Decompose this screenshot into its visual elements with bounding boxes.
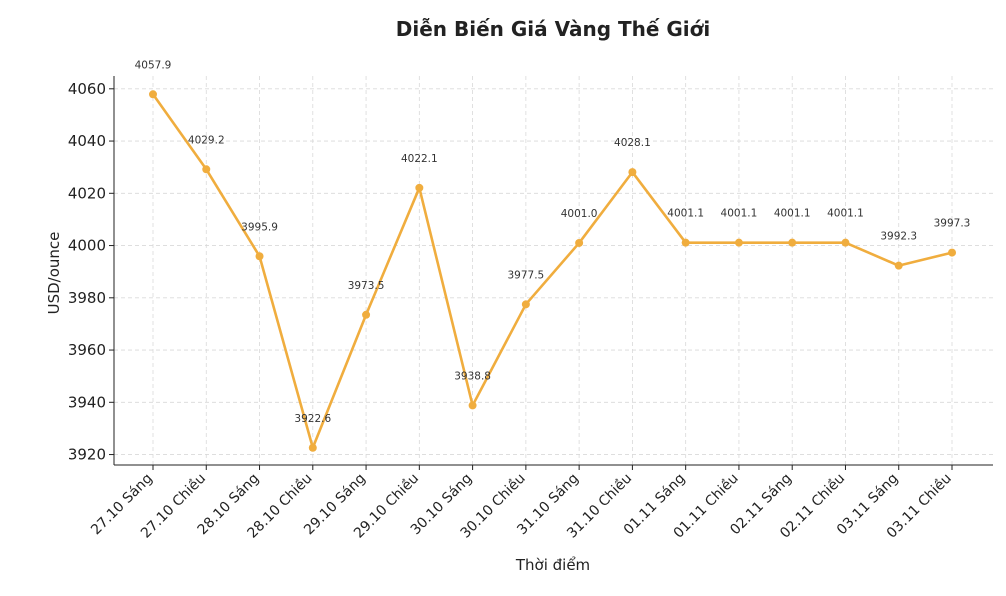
data-point [681,238,690,247]
data-label: 3992.3 [880,231,917,243]
series-line [151,93,953,450]
data-point [415,183,424,192]
y-axis-label: USD/ounce [45,232,63,315]
data-label: 3973.5 [348,280,385,292]
data-point [948,248,956,257]
data-label: 3938.8 [454,370,491,382]
data-point [841,238,850,247]
data-label: 4022.1 [401,153,438,165]
data-point [362,310,371,319]
data-point [202,165,211,174]
data-points [149,90,956,452]
y-tick-label: 4040 [68,132,106,150]
data-point [308,443,317,452]
data-label: 3995.9 [241,221,278,233]
data-label: 4028.1 [614,137,651,149]
y-tick-label: 4020 [68,184,106,202]
data-point [149,90,157,99]
y-tick-label: 3940 [68,393,106,411]
data-point [521,300,530,309]
data-label: 3977.5 [507,269,544,281]
x-axis-label: Thời điểm [515,556,590,574]
data-label: 4057.9 [135,59,172,71]
y-tick-label: 3980 [68,289,106,307]
data-point [575,238,584,247]
data-label: 4001.0 [561,208,598,220]
y-tick-label: 4060 [68,80,106,98]
data-point [255,252,264,261]
data-labels: 4057.9 4029.2 3995.9 3922.6 3973.5 4022.1 3938… [135,59,971,424]
data-point [894,261,903,270]
data-label: 3997.3 [934,218,971,230]
y-tick-label: 3920 [68,446,106,464]
data-label: 4001.1 [667,208,704,220]
chart-title: Diễn Biến Giá Vàng Thế Giới [396,17,711,41]
series-line-layer [151,93,953,450]
y-axis-ticks: 3920 3940 3960 3980 4000 4020 4040 4060 [68,80,114,464]
data-label: 4001.1 [827,208,864,220]
y-tick-label: 3960 [68,341,106,359]
data-label: 4001.1 [721,208,758,220]
data-label: 4001.1 [774,208,811,220]
data-label: 4029.2 [188,134,225,146]
data-point [734,238,743,247]
y-tick-label: 4000 [68,237,106,255]
data-point [788,238,797,247]
data-point [468,401,477,410]
data-point [628,168,637,177]
data-label: 3922.6 [294,413,331,425]
